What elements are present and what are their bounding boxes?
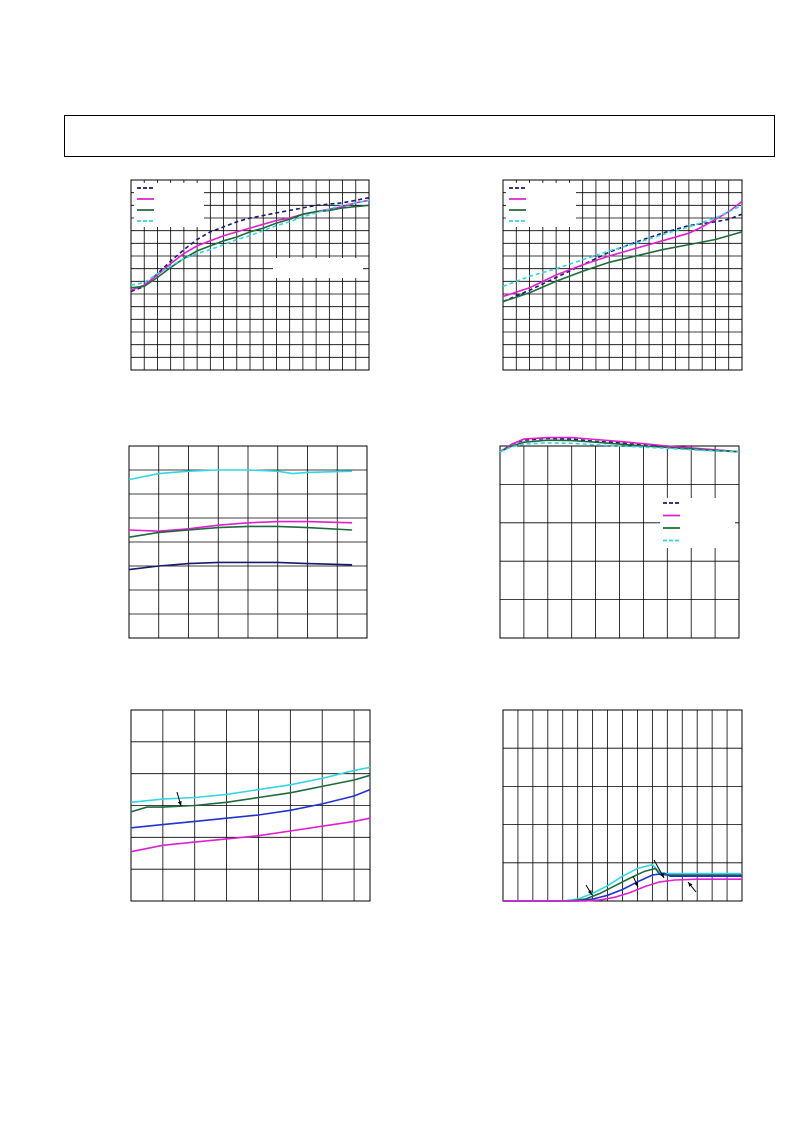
chart-5 — [130, 709, 371, 902]
series-line-3 — [128, 525, 353, 538]
series-line-4 — [502, 204, 743, 288]
series-line-2 — [499, 436, 740, 453]
series-line-3 — [503, 872, 742, 902]
header-box — [64, 115, 775, 157]
annotation-arrowhead — [660, 873, 664, 878]
chart-1 — [130, 179, 370, 371]
chart-4 — [499, 436, 740, 639]
series-line-3 — [130, 204, 370, 289]
series-line-3 — [130, 788, 371, 829]
annotation-arrowhead — [587, 890, 592, 895]
series-line-1 — [130, 766, 371, 804]
series-line-2 — [502, 200, 743, 298]
annotation-arrowhead — [177, 801, 182, 806]
series-line-3 — [502, 231, 743, 303]
series-line-2 — [130, 774, 371, 813]
annotation-box — [273, 258, 363, 278]
annotation-arrowhead — [634, 882, 638, 887]
annotation-arrowhead — [688, 882, 693, 887]
series-line-4 — [503, 878, 742, 902]
chart-2 — [502, 179, 743, 371]
series-line-4 — [128, 561, 353, 571]
legend-box — [134, 183, 204, 227]
series-line-1 — [502, 213, 743, 303]
series-line-1 — [503, 863, 742, 902]
legend-box — [506, 183, 576, 227]
series-line-4 — [499, 442, 740, 453]
series-line-4 — [130, 199, 370, 286]
series-line-2 — [128, 520, 353, 533]
chart-6 — [502, 709, 743, 902]
series-line-1 — [130, 196, 370, 293]
series-line-1 — [128, 469, 353, 481]
series-line-4 — [130, 817, 371, 853]
chart-3 — [128, 445, 368, 639]
